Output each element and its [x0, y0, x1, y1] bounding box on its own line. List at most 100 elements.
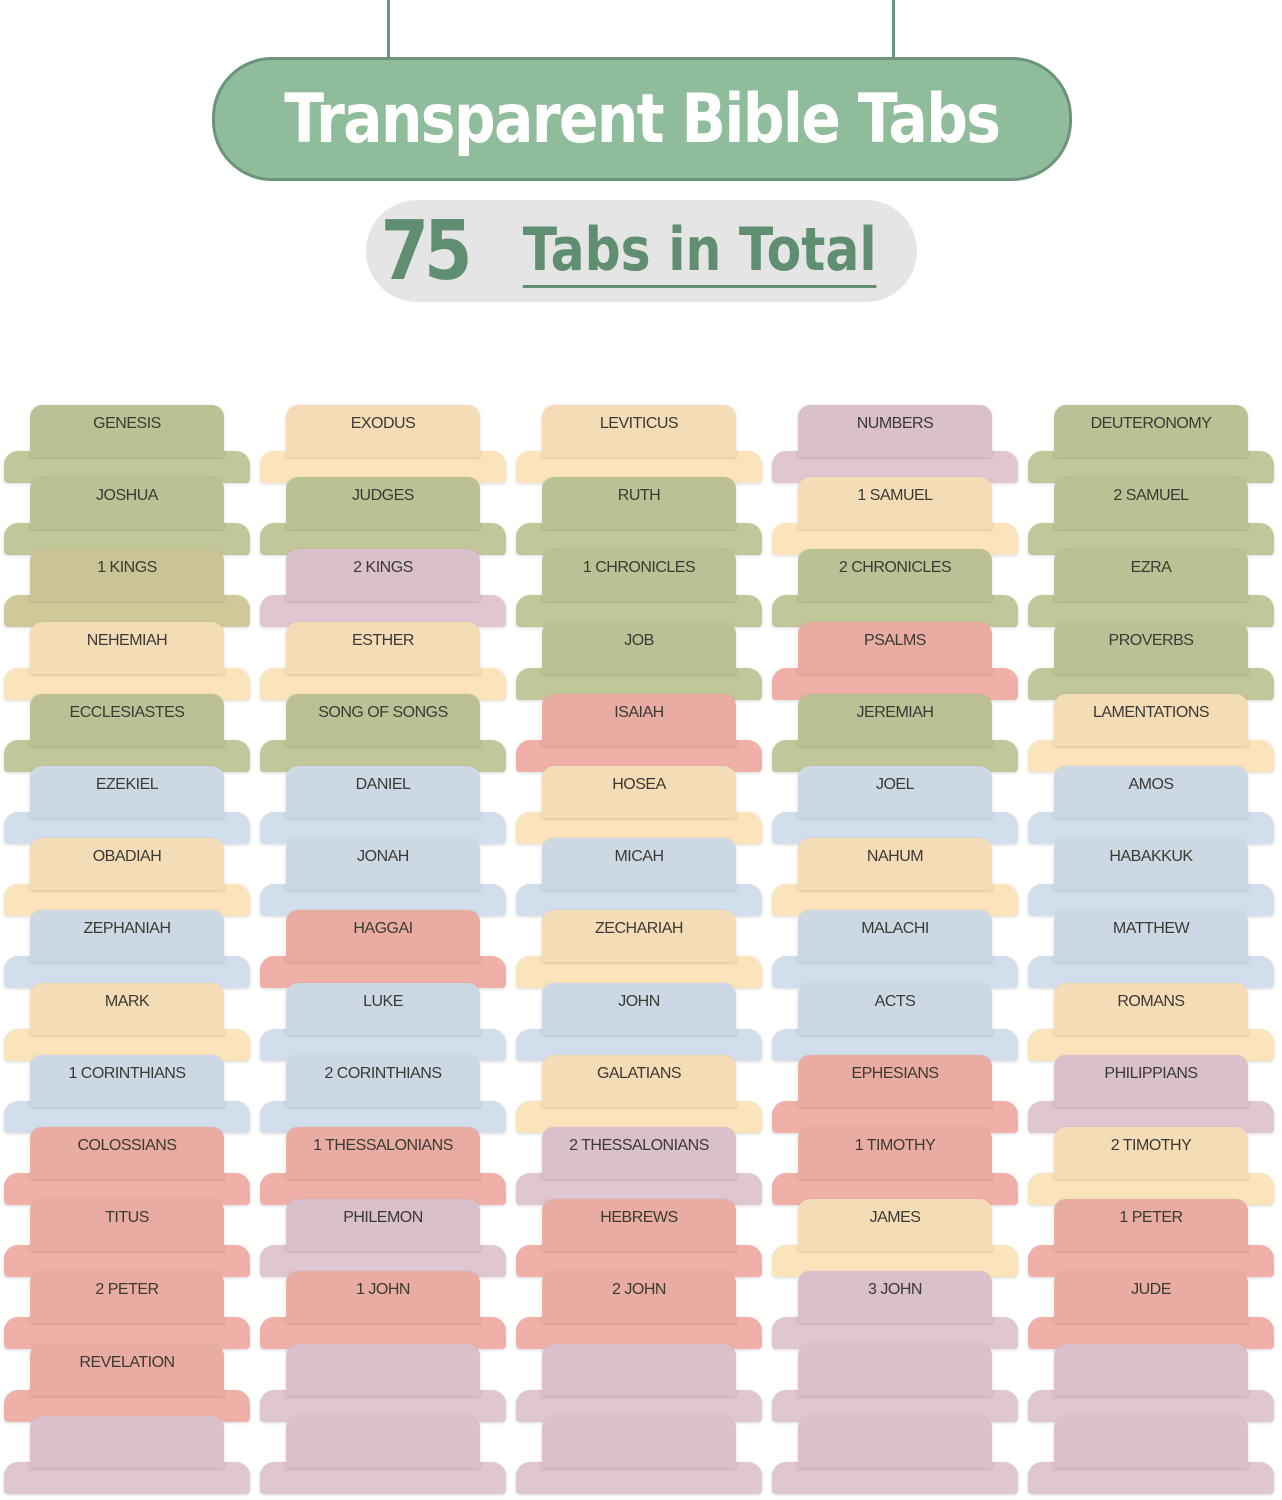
bible-tab: ACTS	[772, 982, 1018, 1061]
tab-label: HOSEA	[612, 776, 666, 793]
bible-tab: 2 JOHN	[516, 1271, 762, 1350]
tab-label: ZECHARIAH	[595, 920, 683, 938]
tab-top	[30, 549, 224, 602]
bible-tab: COLOSSIANS	[4, 1127, 250, 1205]
tab-top	[286, 982, 480, 1035]
tab-top	[286, 910, 480, 963]
tab-top	[542, 621, 736, 674]
tab-label: EPHESIANS	[851, 1064, 939, 1082]
tab-top	[286, 405, 480, 457]
tab-label: HABAKKUK	[1109, 848, 1193, 866]
tab-top	[1054, 982, 1248, 1035]
tab-top	[542, 910, 736, 963]
bible-tab: REVELATION	[4, 1343, 250, 1422]
bible-tab: ZEPHANIAH	[4, 910, 250, 989]
tab-label: JEREMIAH	[856, 703, 934, 721]
bible-tab: JUDE	[1028, 1271, 1274, 1350]
blank-tab	[4, 1415, 250, 1494]
tab-top	[798, 1127, 992, 1179]
tab-top	[286, 621, 480, 674]
tab-label: SONG OF SONGS	[318, 703, 448, 721]
bible-tab: NAHUM	[772, 838, 1018, 917]
bible-tab: JONAH	[260, 838, 506, 917]
bible-tab: ESTHER	[260, 621, 506, 700]
blank-tab	[260, 1343, 506, 1422]
bible-tab: TITUS	[4, 1199, 250, 1278]
tab-top	[542, 1199, 736, 1252]
tab-label: 2 CHRONICLES	[838, 559, 952, 577]
tab-label: 2 KINGS	[353, 559, 413, 577]
tab-top	[286, 549, 480, 602]
bible-tab: LAMENTATIONS	[1028, 693, 1274, 772]
tab-top	[1054, 1343, 1248, 1396]
tab-label: 2 TIMOTHY	[1110, 1137, 1192, 1154]
tab-label: 2 CORINTHIANS	[324, 1064, 442, 1082]
bible-tab: JOEL	[772, 766, 1018, 844]
tab-label: 1 CORINTHIANS	[68, 1064, 186, 1082]
bible-tab: PROVERBS	[1028, 621, 1274, 700]
tab-top	[286, 477, 480, 530]
tab-count-label: Tabs in Total	[522, 215, 877, 288]
tab-top	[798, 982, 992, 1035]
tab-top	[30, 477, 224, 530]
tab-top	[286, 1415, 480, 1468]
bible-tab: ROMANS	[1028, 982, 1274, 1061]
bible-tab: 1 THESSALONIANS	[260, 1127, 506, 1205]
tab-label: JUDE	[1131, 1281, 1171, 1299]
tab-top	[798, 1271, 992, 1324]
tab-label: AMOS	[1128, 776, 1174, 793]
bible-tab: 1 TIMOTHY	[772, 1127, 1018, 1205]
tab-label: JOEL	[875, 776, 915, 793]
tab-top	[798, 1054, 992, 1107]
tab-label: MICAH	[614, 848, 664, 866]
tab-label: COLOSSIANS	[77, 1137, 177, 1154]
tab-top	[30, 1199, 224, 1252]
tab-label: NUMBERS	[856, 415, 934, 432]
bible-tab: JOHN	[516, 982, 762, 1061]
tab-top	[1054, 766, 1248, 818]
tab-top	[542, 1271, 736, 1324]
tab-top	[286, 1271, 480, 1324]
bible-tab: ECCLESIASTES	[4, 693, 250, 772]
bible-tab: 2 THESSALONIANS	[516, 1127, 762, 1205]
tab-label: TITUS	[105, 1209, 149, 1227]
tab-label: NAHUM	[866, 848, 924, 866]
bible-tab: 2 CHRONICLES	[772, 549, 1018, 628]
tab-top	[1054, 549, 1248, 602]
blank-tab	[516, 1343, 762, 1422]
tab-top	[1054, 477, 1248, 530]
tab-top	[286, 1127, 480, 1179]
tab-top	[798, 1199, 992, 1252]
tab-label: DEUTERONOMY	[1090, 415, 1212, 432]
bible-tab: HAGGAI	[260, 910, 506, 989]
tab-label: 1 SAMUEL	[857, 487, 933, 505]
tab-top	[798, 1343, 992, 1396]
tab-label: EZEKIEL	[95, 776, 159, 793]
bible-tab: EZRA	[1028, 549, 1274, 628]
tab-label: JONAH	[357, 848, 409, 866]
tab-label: ROMANS	[1117, 992, 1185, 1010]
tab-top	[30, 838, 224, 891]
tab-top	[798, 477, 992, 530]
tab-label: LAMENTATIONS	[1092, 703, 1210, 721]
tab-label: OBADIAH	[92, 848, 162, 866]
tab-label: JOSHUA	[96, 487, 158, 505]
tab-top	[30, 766, 224, 818]
tab-label: 2 THESSALONIANS	[569, 1137, 709, 1154]
bible-tab: 2 SAMUEL	[1028, 477, 1274, 556]
tab-label: ACTS	[874, 992, 916, 1010]
bible-tab: GENESIS	[4, 405, 250, 483]
tab-top	[798, 1415, 992, 1468]
bible-tab: PSALMS	[772, 621, 1018, 700]
tab-top	[542, 766, 736, 818]
tab-top	[286, 1343, 480, 1396]
tab-label: PHILEMON	[343, 1209, 423, 1227]
tab-top	[286, 766, 480, 818]
tab-top	[30, 910, 224, 963]
bible-tab: 2 PETER	[4, 1271, 250, 1350]
tab-label: 1 PETER	[1119, 1209, 1183, 1227]
tab-top	[798, 766, 992, 818]
tab-top	[1054, 405, 1248, 457]
tab-label: MALACHI	[861, 920, 929, 938]
